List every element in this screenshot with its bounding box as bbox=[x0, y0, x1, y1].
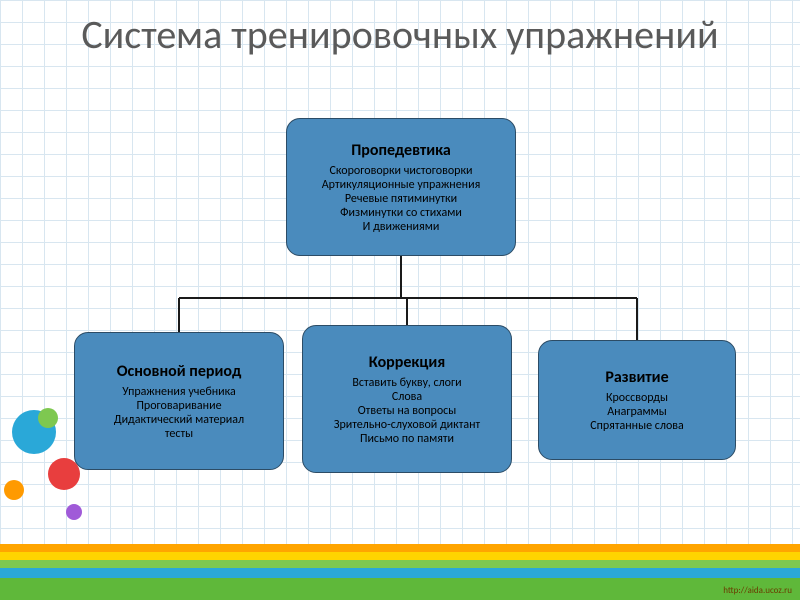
node-line: И движениями bbox=[295, 220, 507, 234]
node-line: Ответы на вопросы bbox=[311, 404, 503, 418]
tree-node-child-0: Основной период Упражнения учебникаПрогов… bbox=[74, 332, 284, 470]
node-line: тесты bbox=[83, 427, 275, 441]
tree-node-root: Пропедевтика Скороговорки чистоговоркиАрт… bbox=[286, 118, 516, 256]
node-line: Скороговорки чистоговорки bbox=[295, 164, 507, 178]
node-line: Вставить букву, слоги bbox=[311, 376, 503, 390]
node-header: Коррекция bbox=[311, 353, 503, 372]
watermark: http://aida.ucoz.ru bbox=[723, 585, 792, 596]
node-line: Спрятанные слова bbox=[547, 419, 727, 433]
node-line: Слова bbox=[311, 390, 503, 404]
node-line: Физминутки со стихами bbox=[295, 206, 507, 220]
node-line: Проговаривание bbox=[83, 399, 275, 413]
tree-edges bbox=[0, 0, 800, 600]
tree-node-child-2: Развитие КроссвордыАнаграммыСпрятанные сл… bbox=[538, 340, 736, 460]
node-line: Анаграммы bbox=[547, 405, 727, 419]
node-line: Дидактический материал bbox=[83, 413, 275, 427]
tree-node-child-1: Коррекция Вставить букву, слогиСловаОтвет… bbox=[302, 325, 512, 473]
node-header: Пропедевтика bbox=[295, 141, 507, 160]
node-line: Артикуляционные упражнения bbox=[295, 178, 507, 192]
node-line: Кроссворды bbox=[547, 391, 727, 405]
node-header: Основной период bbox=[83, 362, 275, 381]
node-line: Зрительно-слуховой диктант bbox=[311, 418, 503, 432]
node-header: Развитие bbox=[547, 368, 727, 387]
node-line: Письмо по памяти bbox=[311, 432, 503, 446]
node-line: Речевые пятиминутки bbox=[295, 192, 507, 206]
node-line: Упражнения учебника bbox=[83, 385, 275, 399]
